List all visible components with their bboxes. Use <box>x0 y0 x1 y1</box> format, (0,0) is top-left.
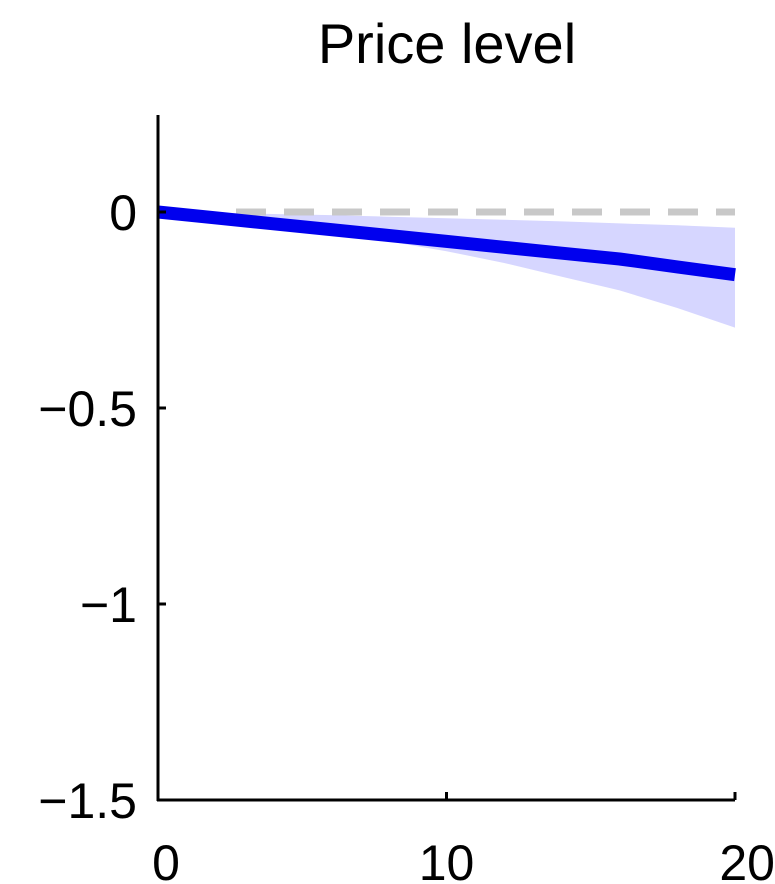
y-tick-label: −1 <box>80 577 137 633</box>
y-tick-label: 0 <box>109 185 137 241</box>
confidence-band <box>158 212 735 328</box>
y-tick-label: −0.5 <box>38 381 137 437</box>
x-tick-label: 10 <box>419 835 475 884</box>
y-tick-label: −1.5 <box>38 773 137 829</box>
x-tick-label: 0 <box>152 835 180 884</box>
chart-title: Price level <box>318 12 576 75</box>
series-line <box>157 205 736 282</box>
x-tick-label: 20 <box>719 835 775 884</box>
plot-area: 0 −0.5 −1 −1.5 0 10 20 <box>38 115 775 884</box>
